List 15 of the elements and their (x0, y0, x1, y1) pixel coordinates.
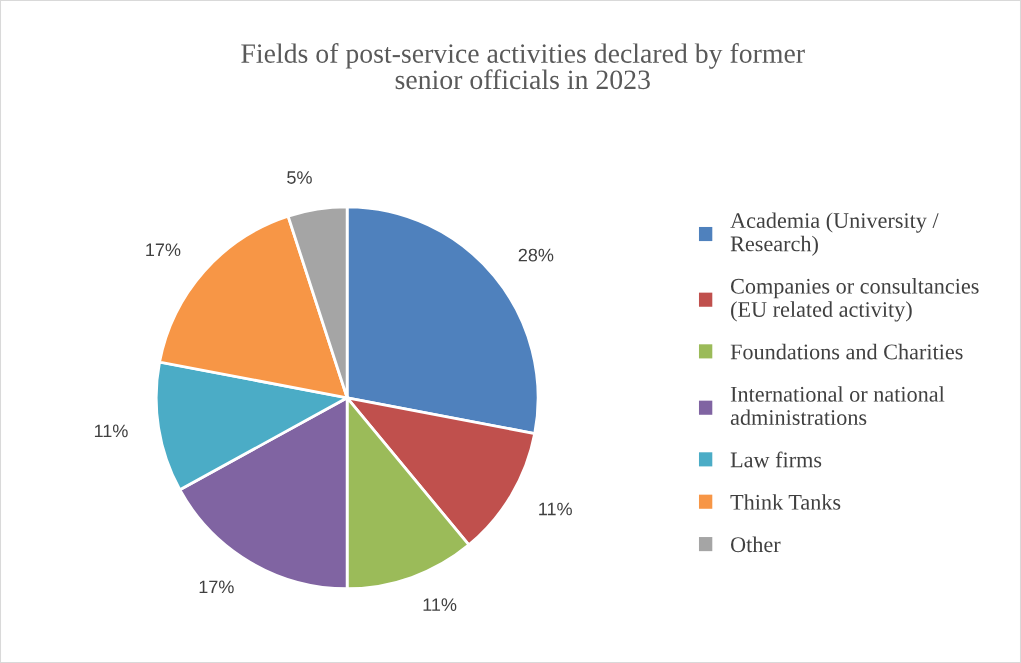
data-label: 5% (287, 171, 312, 184)
legend-label: Companies or consultancies (EU related activity) (730, 278, 979, 322)
data-label: 11% (94, 424, 128, 438)
legend-label: Academia (University / Research) (730, 212, 939, 256)
legend-label: International or national administrations (730, 386, 945, 426)
legend-label: Foundations and Charities (730, 343, 963, 360)
data-label: 28% (518, 248, 554, 262)
data-label: 17% (146, 243, 181, 257)
legend-label: Other (730, 536, 781, 553)
legend-label: Think Tanks (730, 494, 841, 510)
chart-title: Fields of post-service activities declared by former senior officials in 2023 (241, 43, 805, 90)
data-label: 17% (199, 580, 234, 594)
legend-label: Law firms (730, 451, 822, 468)
data-label: 11% (423, 598, 457, 611)
data-label: 11% (539, 502, 572, 516)
